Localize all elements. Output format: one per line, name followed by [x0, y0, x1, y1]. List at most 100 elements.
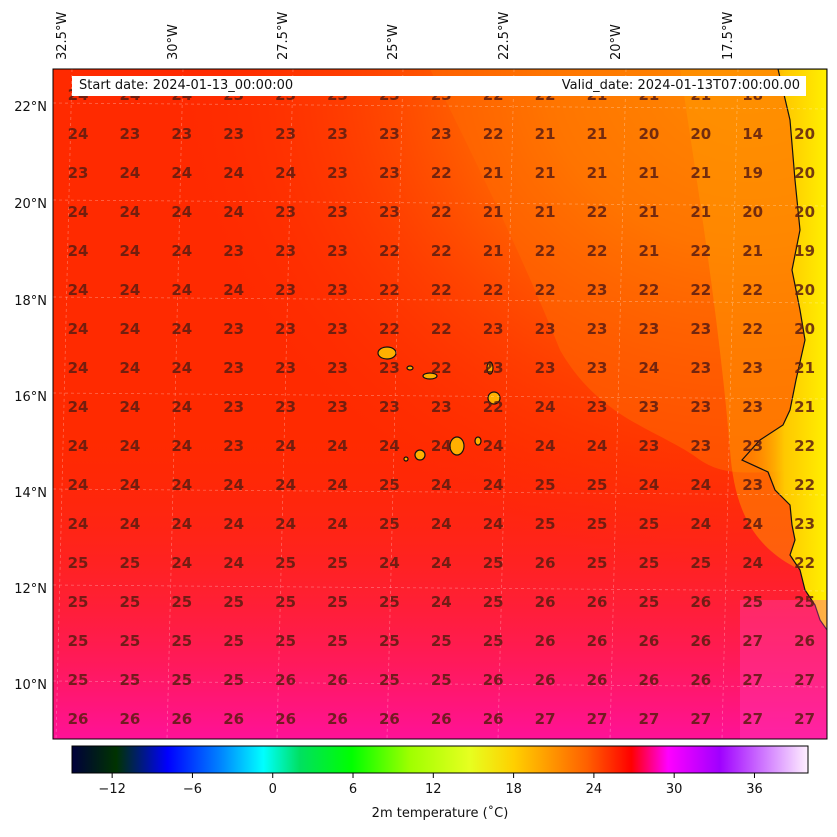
temperature-value: 25 — [587, 476, 608, 494]
temperature-value: 27 — [535, 710, 556, 728]
temperature-value: 23 — [690, 320, 711, 338]
temperature-value: 24 — [119, 398, 140, 416]
temperature-value: 23 — [275, 125, 296, 143]
temperature-value: 23 — [223, 242, 244, 260]
lon-gridline — [497, 69, 515, 739]
temperature-value: 25 — [483, 554, 504, 572]
temperature-value: 26 — [327, 710, 348, 728]
temperature-value: 25 — [68, 554, 89, 572]
temperature-value: 24 — [327, 437, 348, 455]
temperature-value: 23 — [275, 242, 296, 260]
temperature-value: 25 — [223, 632, 244, 650]
temperature-value: 23 — [379, 164, 400, 182]
temperature-value: 25 — [379, 515, 400, 533]
temperature-value: 20 — [794, 281, 815, 299]
temperature-value: 23 — [742, 359, 763, 377]
temperature-value: 20 — [794, 164, 815, 182]
temperature-value: 25 — [68, 632, 89, 650]
temperature-value: 22 — [535, 242, 556, 260]
temperature-value: 26 — [690, 671, 711, 689]
temperature-value: 24 — [119, 281, 140, 299]
temperature-value: 26 — [483, 671, 504, 689]
temperature-value: 25 — [275, 593, 296, 611]
temperature-value: 27 — [742, 671, 763, 689]
temperature-value: 26 — [275, 671, 296, 689]
temperature-value: 24 — [379, 554, 400, 572]
lon-label: 32.5°W — [55, 12, 70, 60]
temperature-value: 21 — [535, 203, 556, 221]
temperature-value: 26 — [794, 632, 815, 650]
temperature-value: 19 — [742, 164, 763, 182]
temperature-value: 27 — [794, 710, 815, 728]
temperature-value: 27 — [794, 671, 815, 689]
temperature-value: 24 — [638, 476, 659, 494]
temperature-value: 25 — [587, 515, 608, 533]
temperature-value: 24 — [68, 203, 89, 221]
temperature-value: 23 — [275, 398, 296, 416]
temperature-value: 22 — [483, 125, 504, 143]
temperature-value: 25 — [535, 476, 556, 494]
temperature-value: 21 — [638, 164, 659, 182]
temperature-value: 23 — [431, 398, 452, 416]
colorbar-tick-label: 0 — [269, 782, 277, 797]
temperature-value: 22 — [794, 554, 815, 572]
temperature-value: 25 — [379, 632, 400, 650]
temperature-value: 20 — [742, 203, 763, 221]
temperature-value: 24 — [119, 437, 140, 455]
temperature-value: 23 — [379, 398, 400, 416]
temperature-value: 24 — [638, 359, 659, 377]
temperature-value: 23 — [638, 437, 659, 455]
temperature-value: 24 — [327, 515, 348, 533]
temperature-value: 25 — [68, 671, 89, 689]
start-date: Start date: 2024-01-13_00:00:00 — [79, 78, 294, 93]
temperature-value: 26 — [171, 710, 192, 728]
temperature-value: 23 — [638, 398, 659, 416]
temperature-value: 24 — [171, 164, 192, 182]
temperature-value: 26 — [379, 710, 400, 728]
temperature-value: 22 — [794, 476, 815, 494]
temperature-value: 22 — [379, 281, 400, 299]
temperature-value: 24 — [119, 164, 140, 182]
temperature-value: 23 — [223, 398, 244, 416]
temperature-value: 23 — [327, 398, 348, 416]
temperature-value: 23 — [327, 242, 348, 260]
temperature-value: 24 — [275, 437, 296, 455]
temperature-value: 24 — [483, 476, 504, 494]
temperature-value: 24 — [171, 554, 192, 572]
temperature-value: 25 — [483, 593, 504, 611]
temperature-value: 23 — [379, 359, 400, 377]
graticule — [53, 69, 827, 739]
temperature-value: 24 — [535, 437, 556, 455]
lat-label: 22°N — [14, 100, 47, 115]
temperature-value: 23 — [690, 359, 711, 377]
temperature-value: 23 — [68, 164, 89, 182]
temperature-value: 21 — [690, 203, 711, 221]
temperature-value: 22 — [379, 242, 400, 260]
temperature-value: 25 — [483, 632, 504, 650]
temperature-value: 23 — [690, 437, 711, 455]
temperature-value: 24 — [327, 476, 348, 494]
temperature-value: 21 — [535, 164, 556, 182]
temperature-value: 24 — [68, 320, 89, 338]
temperature-value: 23 — [119, 125, 140, 143]
temperature-value: 24 — [223, 554, 244, 572]
lat-label: 20°N — [14, 197, 47, 212]
lon-gridline — [276, 69, 294, 739]
temperature-value: 14 — [742, 125, 763, 143]
temperature-value: 25 — [379, 671, 400, 689]
temperature-value: 24 — [431, 554, 452, 572]
temperature-value: 22 — [690, 281, 711, 299]
temperature-value: 25 — [68, 593, 89, 611]
temperature-value: 22 — [742, 320, 763, 338]
temperature-value: 24 — [171, 437, 192, 455]
temperature-value: 26 — [119, 710, 140, 728]
temperature-value: 23 — [638, 320, 659, 338]
temperature-value: 23 — [483, 320, 504, 338]
temperature-value: 25 — [327, 593, 348, 611]
temperature-value: 23 — [587, 320, 608, 338]
temperature-value: 24 — [587, 437, 608, 455]
temperature-value: 20 — [794, 320, 815, 338]
temperature-value: 24 — [223, 281, 244, 299]
temperature-value: 24 — [690, 476, 711, 494]
